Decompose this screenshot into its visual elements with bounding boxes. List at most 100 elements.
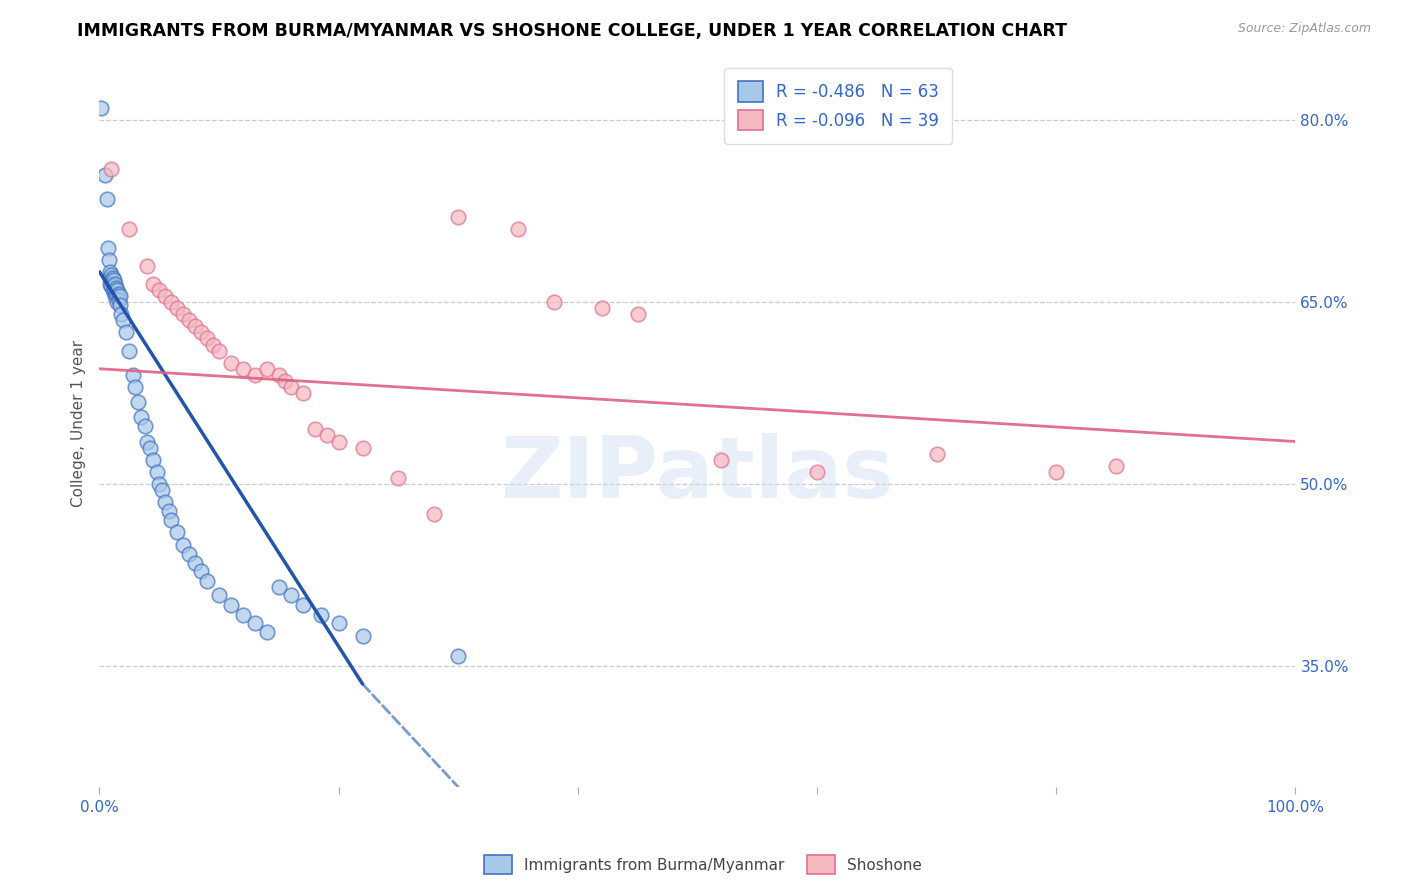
Point	[105, 289, 128, 303]
Point	[142, 452, 165, 467]
Point	[90, 101, 112, 115]
Point	[352, 628, 374, 642]
Point	[1105, 458, 1128, 473]
Point	[256, 624, 278, 639]
Point	[134, 418, 156, 433]
Point	[100, 161, 122, 176]
Point	[112, 313, 135, 327]
Point	[202, 337, 225, 351]
Point	[110, 307, 132, 321]
Text: IMMIGRANTS FROM BURMA/MYANMAR VS SHOSHONE COLLEGE, UNDER 1 YEAR CORRELATION CHAR: IMMIGRANTS FROM BURMA/MYANMAR VS SHOSHON…	[77, 22, 1067, 40]
Point	[627, 307, 650, 321]
Point	[108, 289, 131, 303]
Point	[190, 326, 212, 340]
Point	[506, 222, 529, 236]
Point	[124, 380, 146, 394]
Point	[100, 279, 122, 293]
Point	[291, 598, 314, 612]
Point	[114, 326, 136, 340]
Point	[155, 495, 177, 509]
Point	[103, 285, 125, 300]
Point	[309, 607, 332, 622]
Point	[328, 616, 350, 631]
Point	[280, 380, 302, 394]
Point	[195, 331, 218, 345]
Point	[118, 343, 141, 358]
Point	[172, 307, 194, 321]
Point	[105, 286, 128, 301]
Point	[104, 283, 127, 297]
Point	[256, 361, 278, 376]
Point	[101, 270, 124, 285]
Point	[447, 211, 470, 225]
Point	[179, 547, 201, 561]
Point	[387, 471, 409, 485]
Point	[98, 270, 121, 285]
Point	[243, 616, 266, 631]
Point	[136, 259, 159, 273]
Point	[352, 441, 374, 455]
Point	[160, 295, 183, 310]
Point	[160, 513, 183, 527]
Point	[103, 273, 125, 287]
Text: ZIPatlas: ZIPatlas	[501, 433, 894, 516]
Point	[104, 277, 127, 291]
Point	[591, 301, 613, 315]
Point	[806, 465, 828, 479]
Point	[107, 286, 129, 301]
Point	[98, 265, 121, 279]
Point	[97, 240, 120, 254]
Point	[148, 477, 170, 491]
Point	[138, 441, 160, 455]
Point	[172, 538, 194, 552]
Point	[148, 283, 170, 297]
Point	[219, 356, 242, 370]
Point	[107, 293, 129, 307]
Point	[184, 319, 207, 334]
Point	[105, 280, 128, 294]
Point	[122, 368, 145, 382]
Point	[100, 273, 122, 287]
Point	[291, 386, 314, 401]
Point	[100, 268, 122, 283]
Point	[136, 434, 159, 449]
Point	[155, 289, 177, 303]
Point	[190, 564, 212, 578]
Point	[105, 283, 128, 297]
Point	[142, 277, 165, 291]
Point	[710, 452, 733, 467]
Point	[267, 580, 290, 594]
Point	[157, 503, 180, 517]
Point	[208, 343, 231, 358]
Point	[925, 447, 948, 461]
Point	[101, 283, 124, 297]
Point	[129, 410, 152, 425]
Point	[98, 252, 121, 267]
Point	[219, 598, 242, 612]
Point	[328, 434, 350, 449]
Point	[150, 483, 173, 497]
Point	[94, 168, 117, 182]
Point	[315, 428, 337, 442]
Point	[146, 465, 169, 479]
Point	[232, 607, 254, 622]
Text: Source: ZipAtlas.com: Source: ZipAtlas.com	[1237, 22, 1371, 36]
Point	[179, 313, 201, 327]
Point	[103, 279, 125, 293]
Point	[96, 192, 118, 206]
Point	[104, 289, 127, 303]
Point	[304, 422, 326, 436]
Point	[166, 525, 188, 540]
Point	[166, 301, 188, 315]
Legend: Immigrants from Burma/Myanmar, Shoshone: Immigrants from Burma/Myanmar, Shoshone	[478, 849, 928, 880]
Point	[195, 574, 218, 588]
Point	[101, 277, 124, 291]
Point	[105, 295, 128, 310]
Point	[1045, 465, 1067, 479]
Point	[267, 368, 290, 382]
Legend: R = -0.486   N = 63, R = -0.096   N = 39: R = -0.486 N = 63, R = -0.096 N = 39	[724, 68, 952, 144]
Point	[118, 222, 141, 236]
Point	[184, 556, 207, 570]
Point	[543, 295, 565, 310]
Y-axis label: College, Under 1 year: College, Under 1 year	[72, 340, 86, 507]
